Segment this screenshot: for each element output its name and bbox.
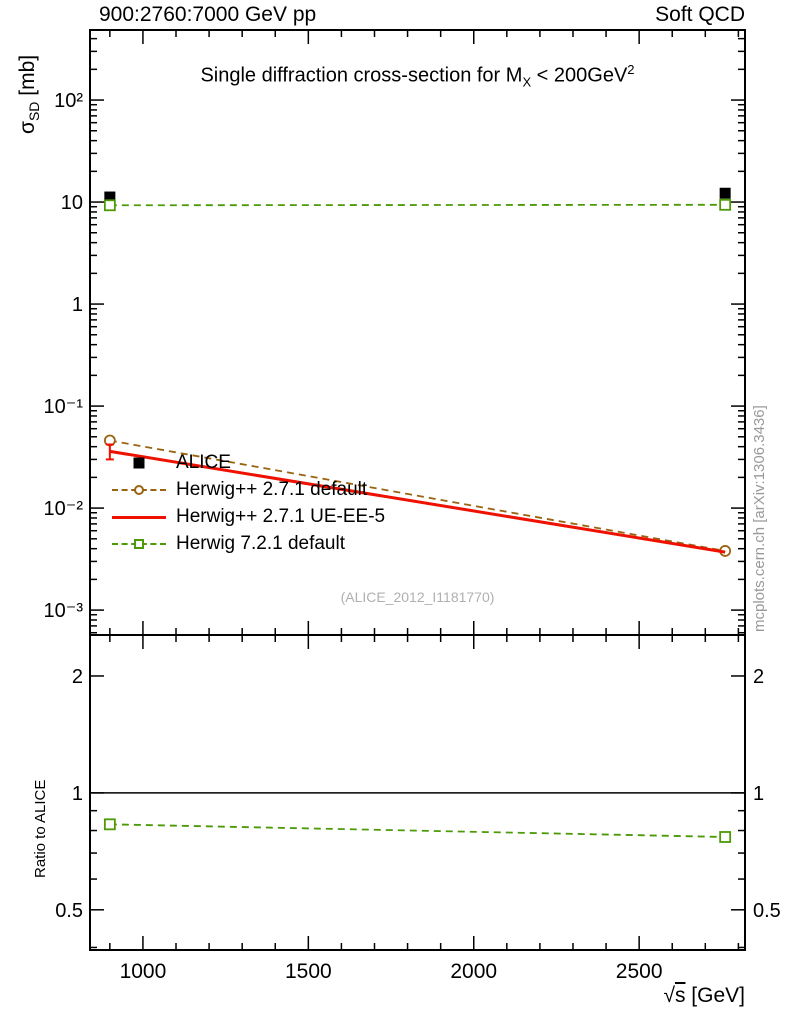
ratio-panel: 2 2 1 1 0.5 0.5 1000 1500 2000 2500 [55, 634, 781, 983]
legend-label: Herwig++ 2.7.1 default [176, 478, 368, 500]
data-point-open-square [719, 198, 732, 211]
data-point-open-square [103, 818, 116, 831]
sqrt-symbol: √ [663, 984, 675, 1007]
legend-label: ALICE [176, 451, 231, 473]
x-tick-label: 1500 [285, 960, 332, 983]
x-tick-label: 2000 [450, 960, 497, 983]
main-y-axis-label: σSD [mb] [16, 55, 42, 134]
title-text: Single diffraction cross-section for M [200, 64, 523, 87]
legend-marker-open-circle [112, 481, 166, 499]
sqrt-s: s [674, 984, 686, 1007]
open-circle-marker [134, 484, 144, 495]
ratio-y-tick-label-right: 2 [753, 666, 764, 688]
title-superscript: 2 [627, 62, 635, 77]
ratio-y-tick-label: 2 [72, 666, 83, 688]
legend-entry: Herwig++ 2.7.1 UE-EE-5 [112, 503, 385, 530]
ratio-y-axis-label: Ratio to ALICE [32, 779, 49, 878]
x-unit: [GeV] [685, 984, 745, 1007]
analysis-id-watermark: (ALICE_2012_I1181770) [340, 589, 495, 605]
legend: ALICE Herwig++ 2.7.1 default Herwig++ 2.7.… [112, 449, 385, 557]
mcplots-attribution: mcplots.cern.ch [arXiv:1306.3436] [751, 405, 768, 632]
x-tick-label: 1000 [120, 960, 167, 983]
main-y-tick-label: 1 [72, 294, 83, 316]
ratio-y-tick-label: 0.5 [55, 900, 83, 922]
legend-entry: Herwig 7.2.1 default [112, 530, 385, 557]
header-process-group: Soft QCD [655, 3, 745, 26]
legend-marker-filled-square [112, 454, 166, 472]
data-point-filled-square [104, 191, 116, 203]
main-y-tick-label: 10⁻¹ [44, 396, 84, 418]
data-point-filled-square [719, 187, 731, 199]
series-line [109, 449, 726, 554]
legend-marker-open-square [112, 535, 166, 553]
y-unit: [mb] [16, 54, 39, 102]
series-line [109, 823, 726, 838]
solid-line-sample [112, 515, 166, 519]
sigma-symbol: σ [16, 121, 39, 134]
ratio-y-tick-label-right: 0.5 [753, 900, 781, 922]
main-y-tick-label: 10 [61, 192, 83, 214]
sigma-subscript: SD [26, 101, 43, 122]
legend-label: Herwig++ 2.7.1 UE-EE-5 [176, 505, 386, 527]
series-line [109, 439, 726, 552]
legend-entry: Herwig++ 2.7.1 default [112, 476, 385, 503]
plot-title: Single diffraction cross-section for MX … [90, 62, 745, 90]
open-square-marker [134, 538, 144, 549]
ratio-y-tick-label: 1 [72, 783, 83, 805]
legend-entry: ALICE [112, 449, 385, 476]
header-beam-energies: 900:2760:7000 GeV pp [99, 3, 317, 26]
data-point-open-square [103, 199, 116, 212]
main-y-tick-label: 10² [54, 90, 83, 112]
title-subscript: X [522, 74, 532, 90]
ratio-y-tick-label-right: 1 [753, 783, 764, 805]
x-tick-label: 2500 [616, 960, 663, 983]
main-y-tick-label: 10⁻² [44, 498, 84, 520]
main-y-tick-label: 10⁻³ [44, 600, 84, 622]
legend-label: Herwig 7.2.1 default [176, 532, 345, 554]
legend-marker-line [112, 508, 166, 526]
title-mid: < 200GeV [531, 64, 628, 87]
x-axis-label: √s [GeV] [663, 984, 745, 1008]
data-point-open-square [719, 831, 732, 843]
filled-square-marker [133, 457, 145, 468]
